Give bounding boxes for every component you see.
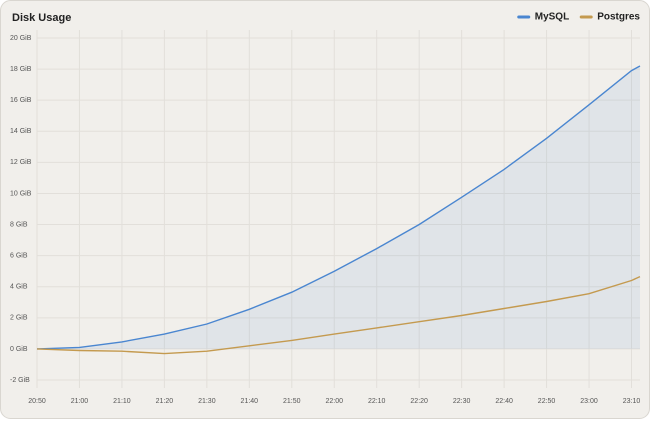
x-tick-label: 22:30 (453, 398, 471, 405)
x-tick-label: 21:00 (71, 398, 89, 405)
chart-title: Disk Usage (12, 12, 71, 24)
legend-label[interactable]: Postgres (597, 12, 640, 23)
x-tick-label: 21:10 (113, 398, 131, 405)
y-tick-label: 16 GiB (10, 97, 32, 104)
x-tick-label: 23:00 (580, 398, 598, 405)
x-tick-label: 22:00 (325, 398, 343, 405)
y-tick-label: 12 GiB (10, 159, 32, 166)
y-tick-label: 10 GiB (10, 190, 32, 197)
x-tick-label: 22:50 (538, 398, 556, 405)
y-tick-label: 4 GiB (10, 284, 28, 291)
y-tick-label: 8 GiB (10, 221, 28, 228)
x-tick-label: 21:30 (198, 398, 216, 405)
x-tick-label: 21:40 (241, 398, 259, 405)
line (36, 65, 641, 350)
y-tick-label: 2 GiB (10, 315, 28, 322)
y-tick-label: 20 GiB (10, 35, 32, 42)
y-tick-label: -2 GiB (10, 377, 30, 384)
x-tick-label: 22:10 (368, 398, 386, 405)
line (36, 275, 641, 355)
x-tick-label: 22:20 (410, 398, 428, 405)
y-tick-label: 6 GiB (10, 252, 28, 259)
y-tick-label: 14 GiB (10, 128, 32, 135)
x-tick-label: 21:50 (283, 398, 301, 405)
x-tick-label: 20:50 (28, 398, 46, 405)
y-tick-label: 0 GiB (10, 346, 28, 353)
x-tick-label: 23:10 (623, 398, 641, 405)
y-tick-label: 18 GiB (10, 66, 32, 73)
x-tick-label: 21:20 (156, 398, 174, 405)
x-tick-label: 22:40 (495, 398, 513, 405)
area (37, 66, 640, 349)
legend-label[interactable]: MySQL (535, 12, 569, 23)
